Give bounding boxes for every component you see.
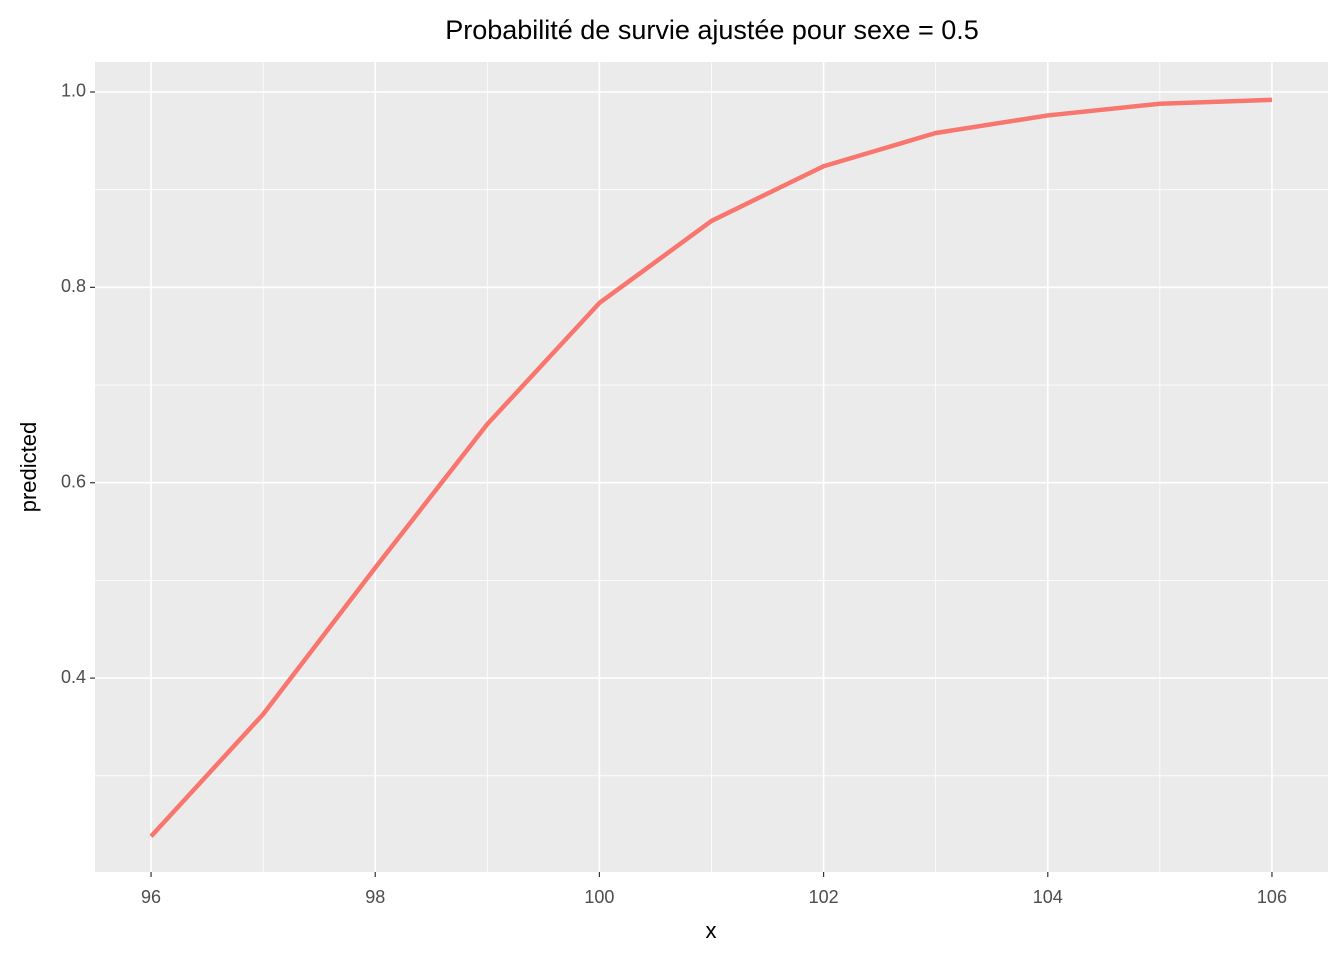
y-tick-label: 1.0	[61, 81, 86, 101]
line-series	[149, 97, 1273, 838]
x-tick-label: 104	[1033, 887, 1063, 907]
chart-title: Probabilité de survie ajustée pour sexe …	[445, 15, 979, 45]
x-tick-label: 98	[365, 887, 385, 907]
x-tick-label: 100	[584, 887, 614, 907]
x-tick-label: 96	[141, 887, 161, 907]
x-axis-label: x	[706, 918, 717, 943]
y-tick-label: 0.8	[61, 276, 86, 296]
x-tick-label: 106	[1257, 887, 1287, 907]
y-tick-label: 0.6	[61, 471, 86, 491]
x-tick-label: 102	[809, 887, 839, 907]
y-axis-label: predicted	[16, 422, 41, 513]
y-tick-label: 0.4	[61, 667, 86, 687]
